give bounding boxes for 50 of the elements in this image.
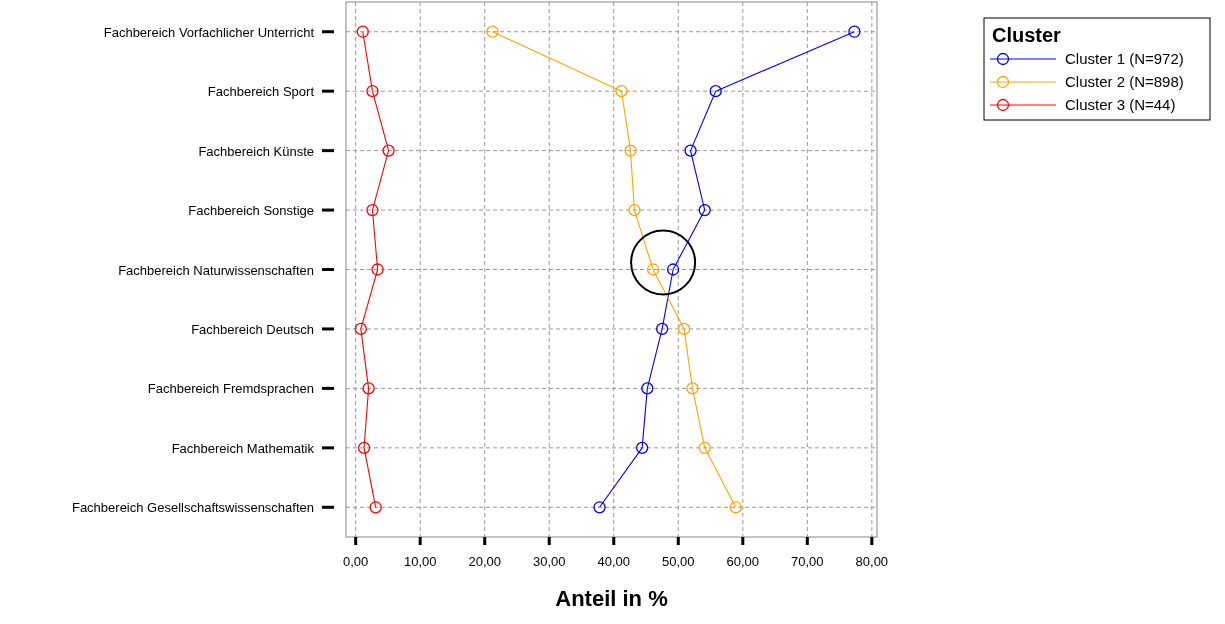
y-tick-label: Fachbereich Gesellschaftswissenschaften: [71, 500, 314, 516]
point: [677, 322, 691, 336]
point: [382, 144, 395, 157]
x-tick-label: 30,00: [532, 554, 566, 569]
x-axis-title: Anteil in %: [555, 586, 668, 611]
point: [729, 501, 742, 514]
legend-label: Cluster 2 (N=898): [1065, 73, 1184, 90]
legend-label: Cluster 1 (N=972): [1065, 50, 1184, 67]
point: [624, 144, 637, 157]
point: [848, 25, 861, 38]
point: [357, 441, 371, 454]
x-tick-label: 70,00: [791, 554, 824, 569]
point: [646, 263, 660, 276]
x-tick-label: 50,00: [662, 554, 695, 569]
point: [656, 322, 669, 336]
point: [698, 203, 711, 217]
point: [486, 25, 499, 38]
point: [354, 322, 367, 336]
point: [369, 501, 382, 514]
x-tick-label: 60,00: [726, 554, 760, 569]
point: [366, 85, 379, 98]
point: [666, 263, 680, 276]
y-tick-label: Fachbereich Sonstige: [188, 203, 314, 219]
point: [628, 203, 641, 217]
point: [636, 441, 649, 454]
legend-label: Cluster 3 (N=44): [1065, 96, 1176, 113]
x-tick-label: 40,00: [597, 554, 631, 569]
point: [686, 382, 699, 395]
point: [371, 263, 384, 276]
point: [593, 501, 606, 514]
x-tick-label: 80,00: [855, 554, 889, 569]
point: [709, 85, 722, 98]
y-tick-label: Fachbereich Deutsch: [191, 321, 314, 337]
point: [366, 203, 379, 217]
point: [684, 144, 697, 157]
legend-title: Cluster: [992, 24, 1062, 46]
y-tick-label: Fachbereich Mathematik: [171, 440, 315, 456]
y-tick-label: Fachbereich Sport: [207, 84, 315, 100]
x-tick-label: 10,00: [403, 554, 437, 569]
point: [615, 85, 628, 98]
x-tick-label: 20,00: [468, 554, 501, 569]
y-tick-label: Fachbereich Vorfachlicher Unterricht: [103, 24, 315, 40]
point: [356, 25, 369, 38]
x-tick-label: 0,00: [343, 554, 369, 569]
point: [641, 382, 654, 395]
point: [698, 441, 711, 454]
y-tick-label: Fachbereich Künste: [198, 143, 314, 159]
y-tick-label: Fachbereich Naturwissenschaften: [118, 262, 314, 278]
y-tick-label: Fachbereich Fremdsprachen: [147, 381, 314, 397]
point: [362, 382, 375, 395]
